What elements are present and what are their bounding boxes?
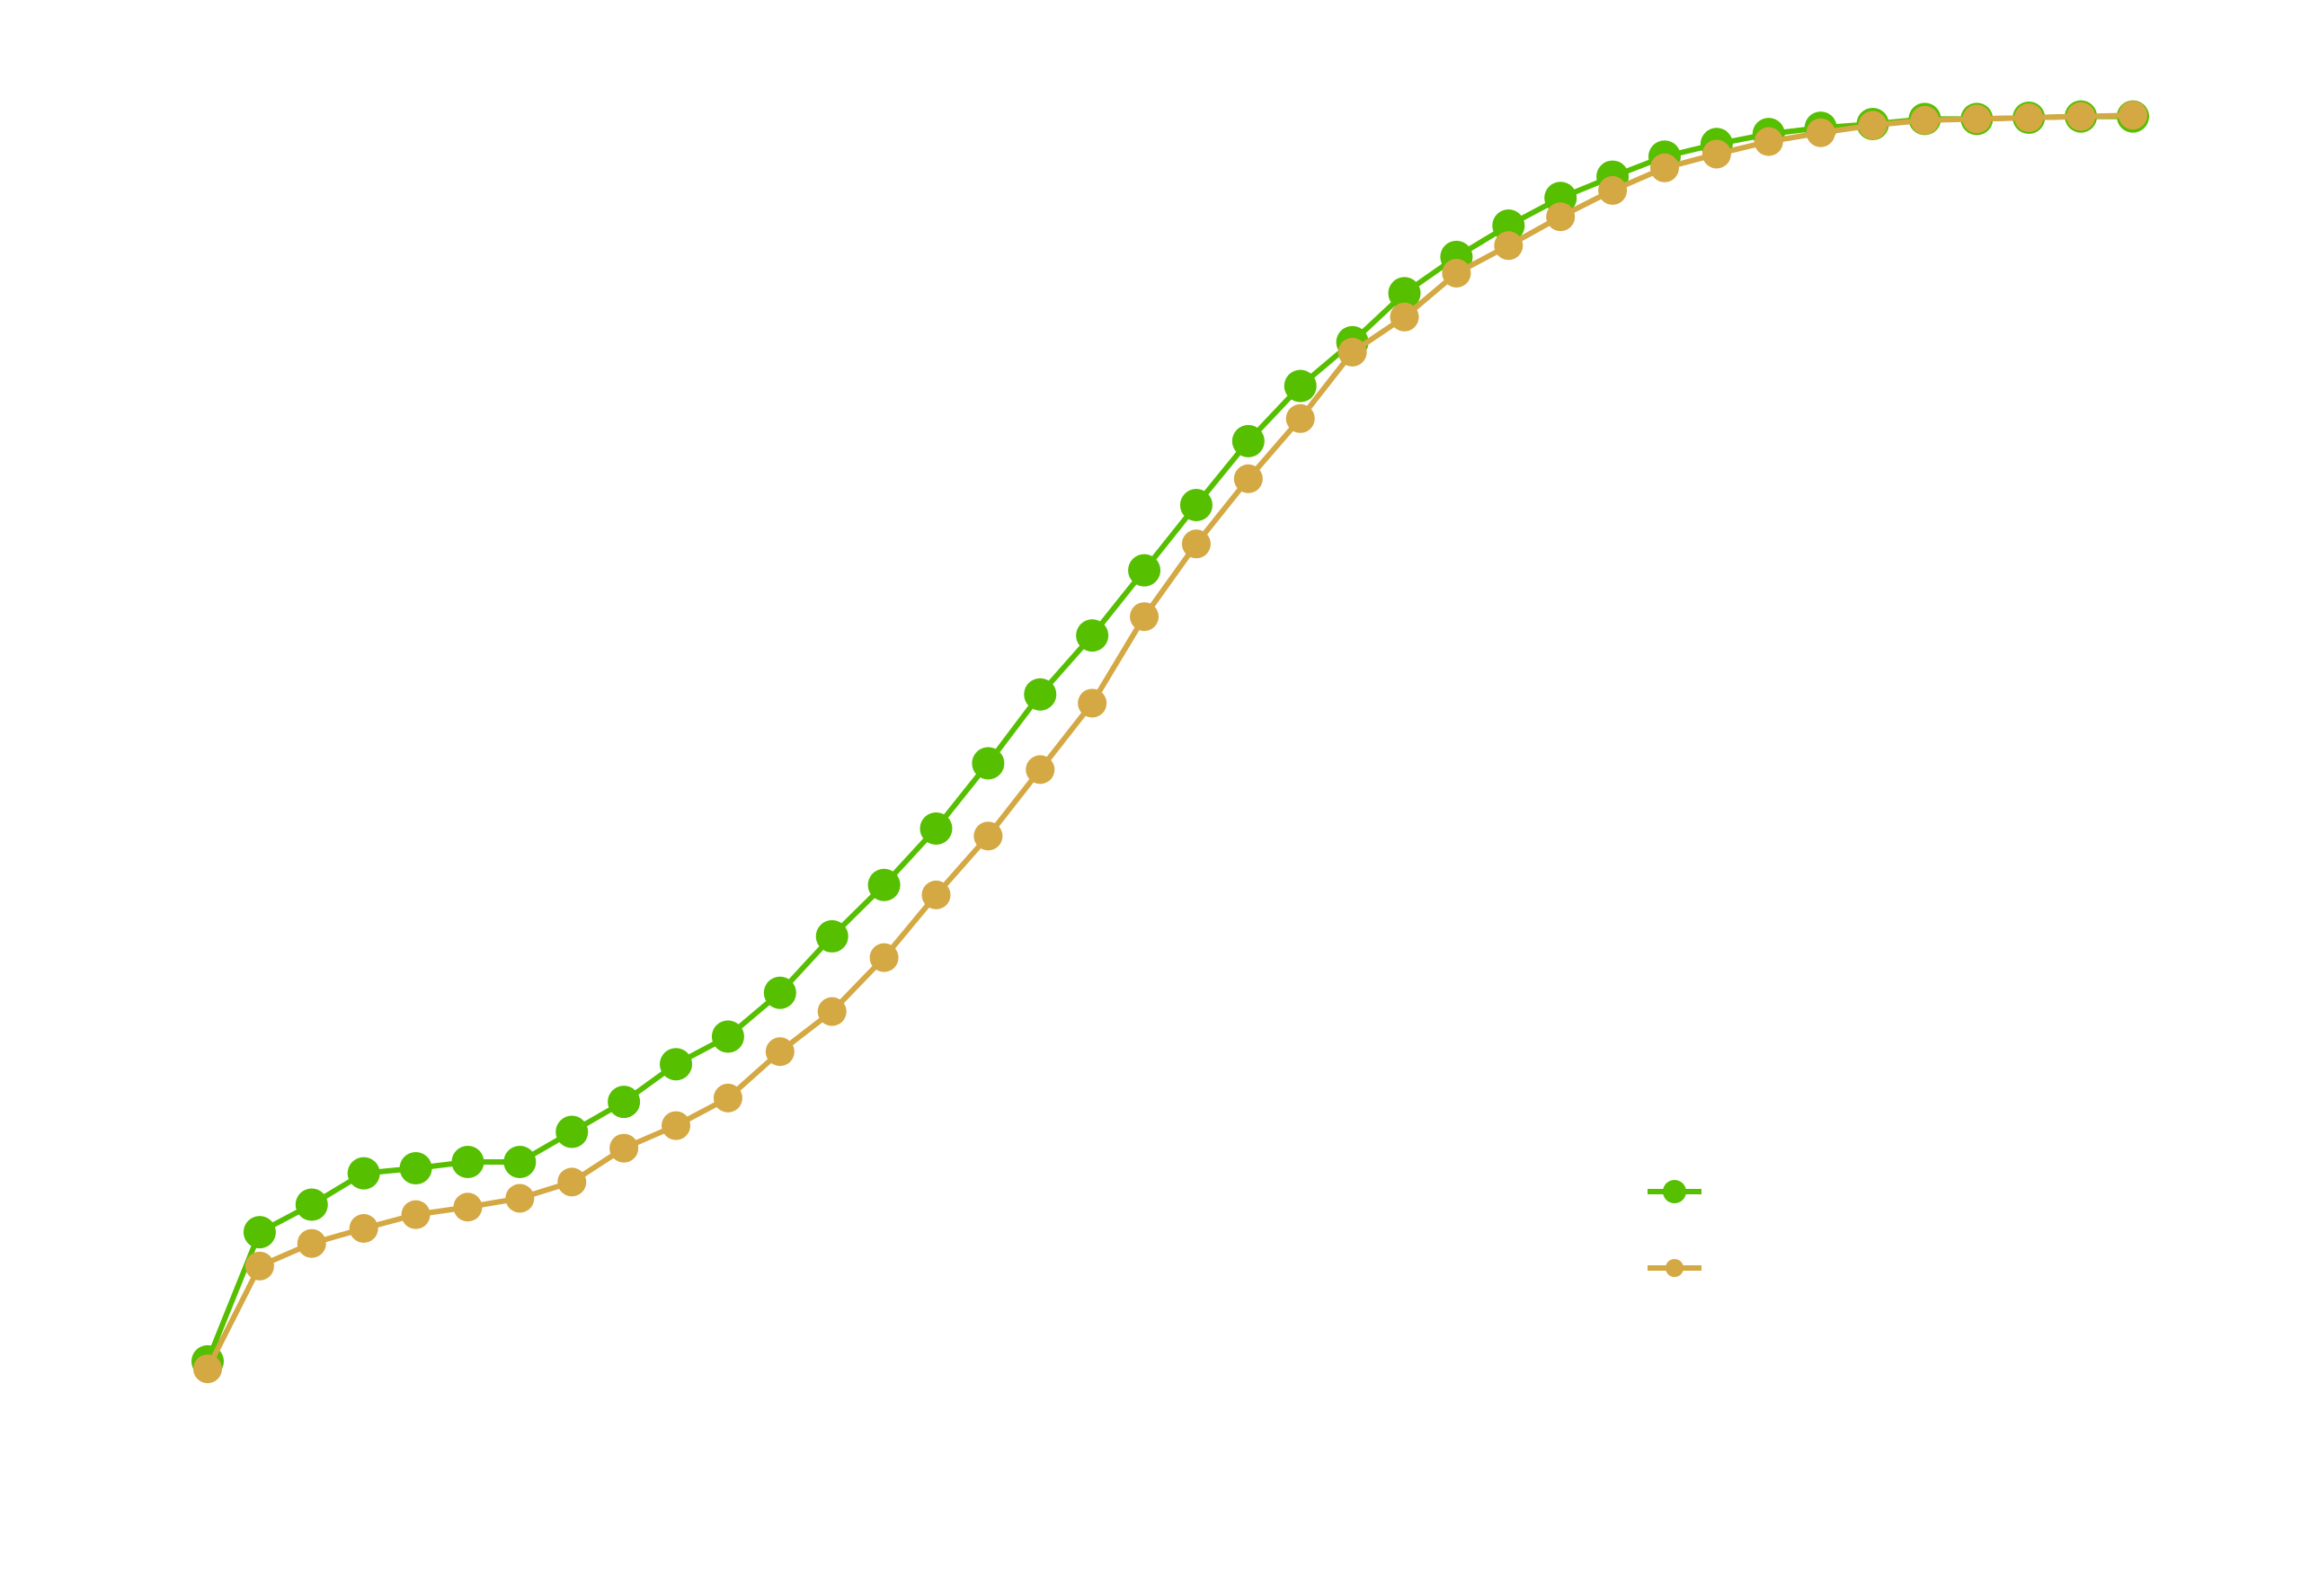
point — [815, 919, 848, 953]
point — [2119, 101, 2147, 130]
point — [608, 1086, 641, 1119]
point — [1754, 127, 1783, 156]
point — [1390, 302, 1419, 332]
point — [711, 1020, 744, 1053]
point — [973, 821, 1003, 851]
point — [503, 1146, 537, 1179]
point — [1128, 554, 1161, 587]
point — [763, 976, 796, 1009]
point — [1078, 688, 1107, 718]
point — [1026, 755, 1055, 785]
point — [1337, 337, 1367, 367]
point — [1024, 678, 1057, 711]
series-line — [205, 112, 2134, 1370]
point — [867, 868, 901, 901]
point — [1962, 104, 1992, 134]
point — [297, 1228, 326, 1258]
point — [555, 1115, 589, 1148]
point — [817, 997, 847, 1026]
point — [349, 1213, 378, 1243]
point — [1284, 369, 1317, 403]
point — [1649, 153, 1679, 182]
point — [1910, 105, 1940, 135]
point — [347, 1157, 380, 1190]
point — [1806, 118, 1835, 147]
point — [505, 1184, 535, 1213]
point — [1546, 202, 1576, 232]
point — [1858, 111, 1888, 140]
point — [295, 1188, 328, 1221]
series-line — [205, 113, 2133, 1362]
point — [1231, 424, 1265, 457]
point — [193, 1354, 222, 1384]
point — [1492, 208, 1525, 242]
point — [660, 1048, 693, 1081]
point — [1076, 619, 1109, 652]
point — [2066, 102, 2096, 131]
point — [972, 747, 1005, 780]
point — [1233, 464, 1263, 493]
legend-marker — [1666, 1259, 1684, 1277]
point — [765, 1037, 795, 1067]
legend-marker — [1663, 1180, 1686, 1203]
point — [1285, 403, 1315, 433]
point — [1388, 277, 1421, 310]
point — [713, 1083, 742, 1113]
point — [1442, 258, 1471, 288]
point — [1598, 175, 1628, 205]
point — [1494, 231, 1524, 261]
point — [557, 1167, 587, 1197]
point — [451, 1146, 484, 1179]
point — [869, 943, 899, 972]
point — [609, 1133, 639, 1163]
point — [1179, 489, 1213, 522]
point — [244, 1251, 274, 1281]
point — [1130, 602, 1159, 632]
point — [401, 1200, 431, 1229]
point — [921, 880, 951, 909]
point — [2014, 103, 2044, 132]
point — [1181, 529, 1211, 559]
point — [662, 1111, 691, 1140]
point — [243, 1216, 276, 1249]
point — [920, 811, 953, 845]
point — [1701, 139, 1731, 169]
point — [453, 1193, 483, 1222]
point — [399, 1152, 432, 1185]
